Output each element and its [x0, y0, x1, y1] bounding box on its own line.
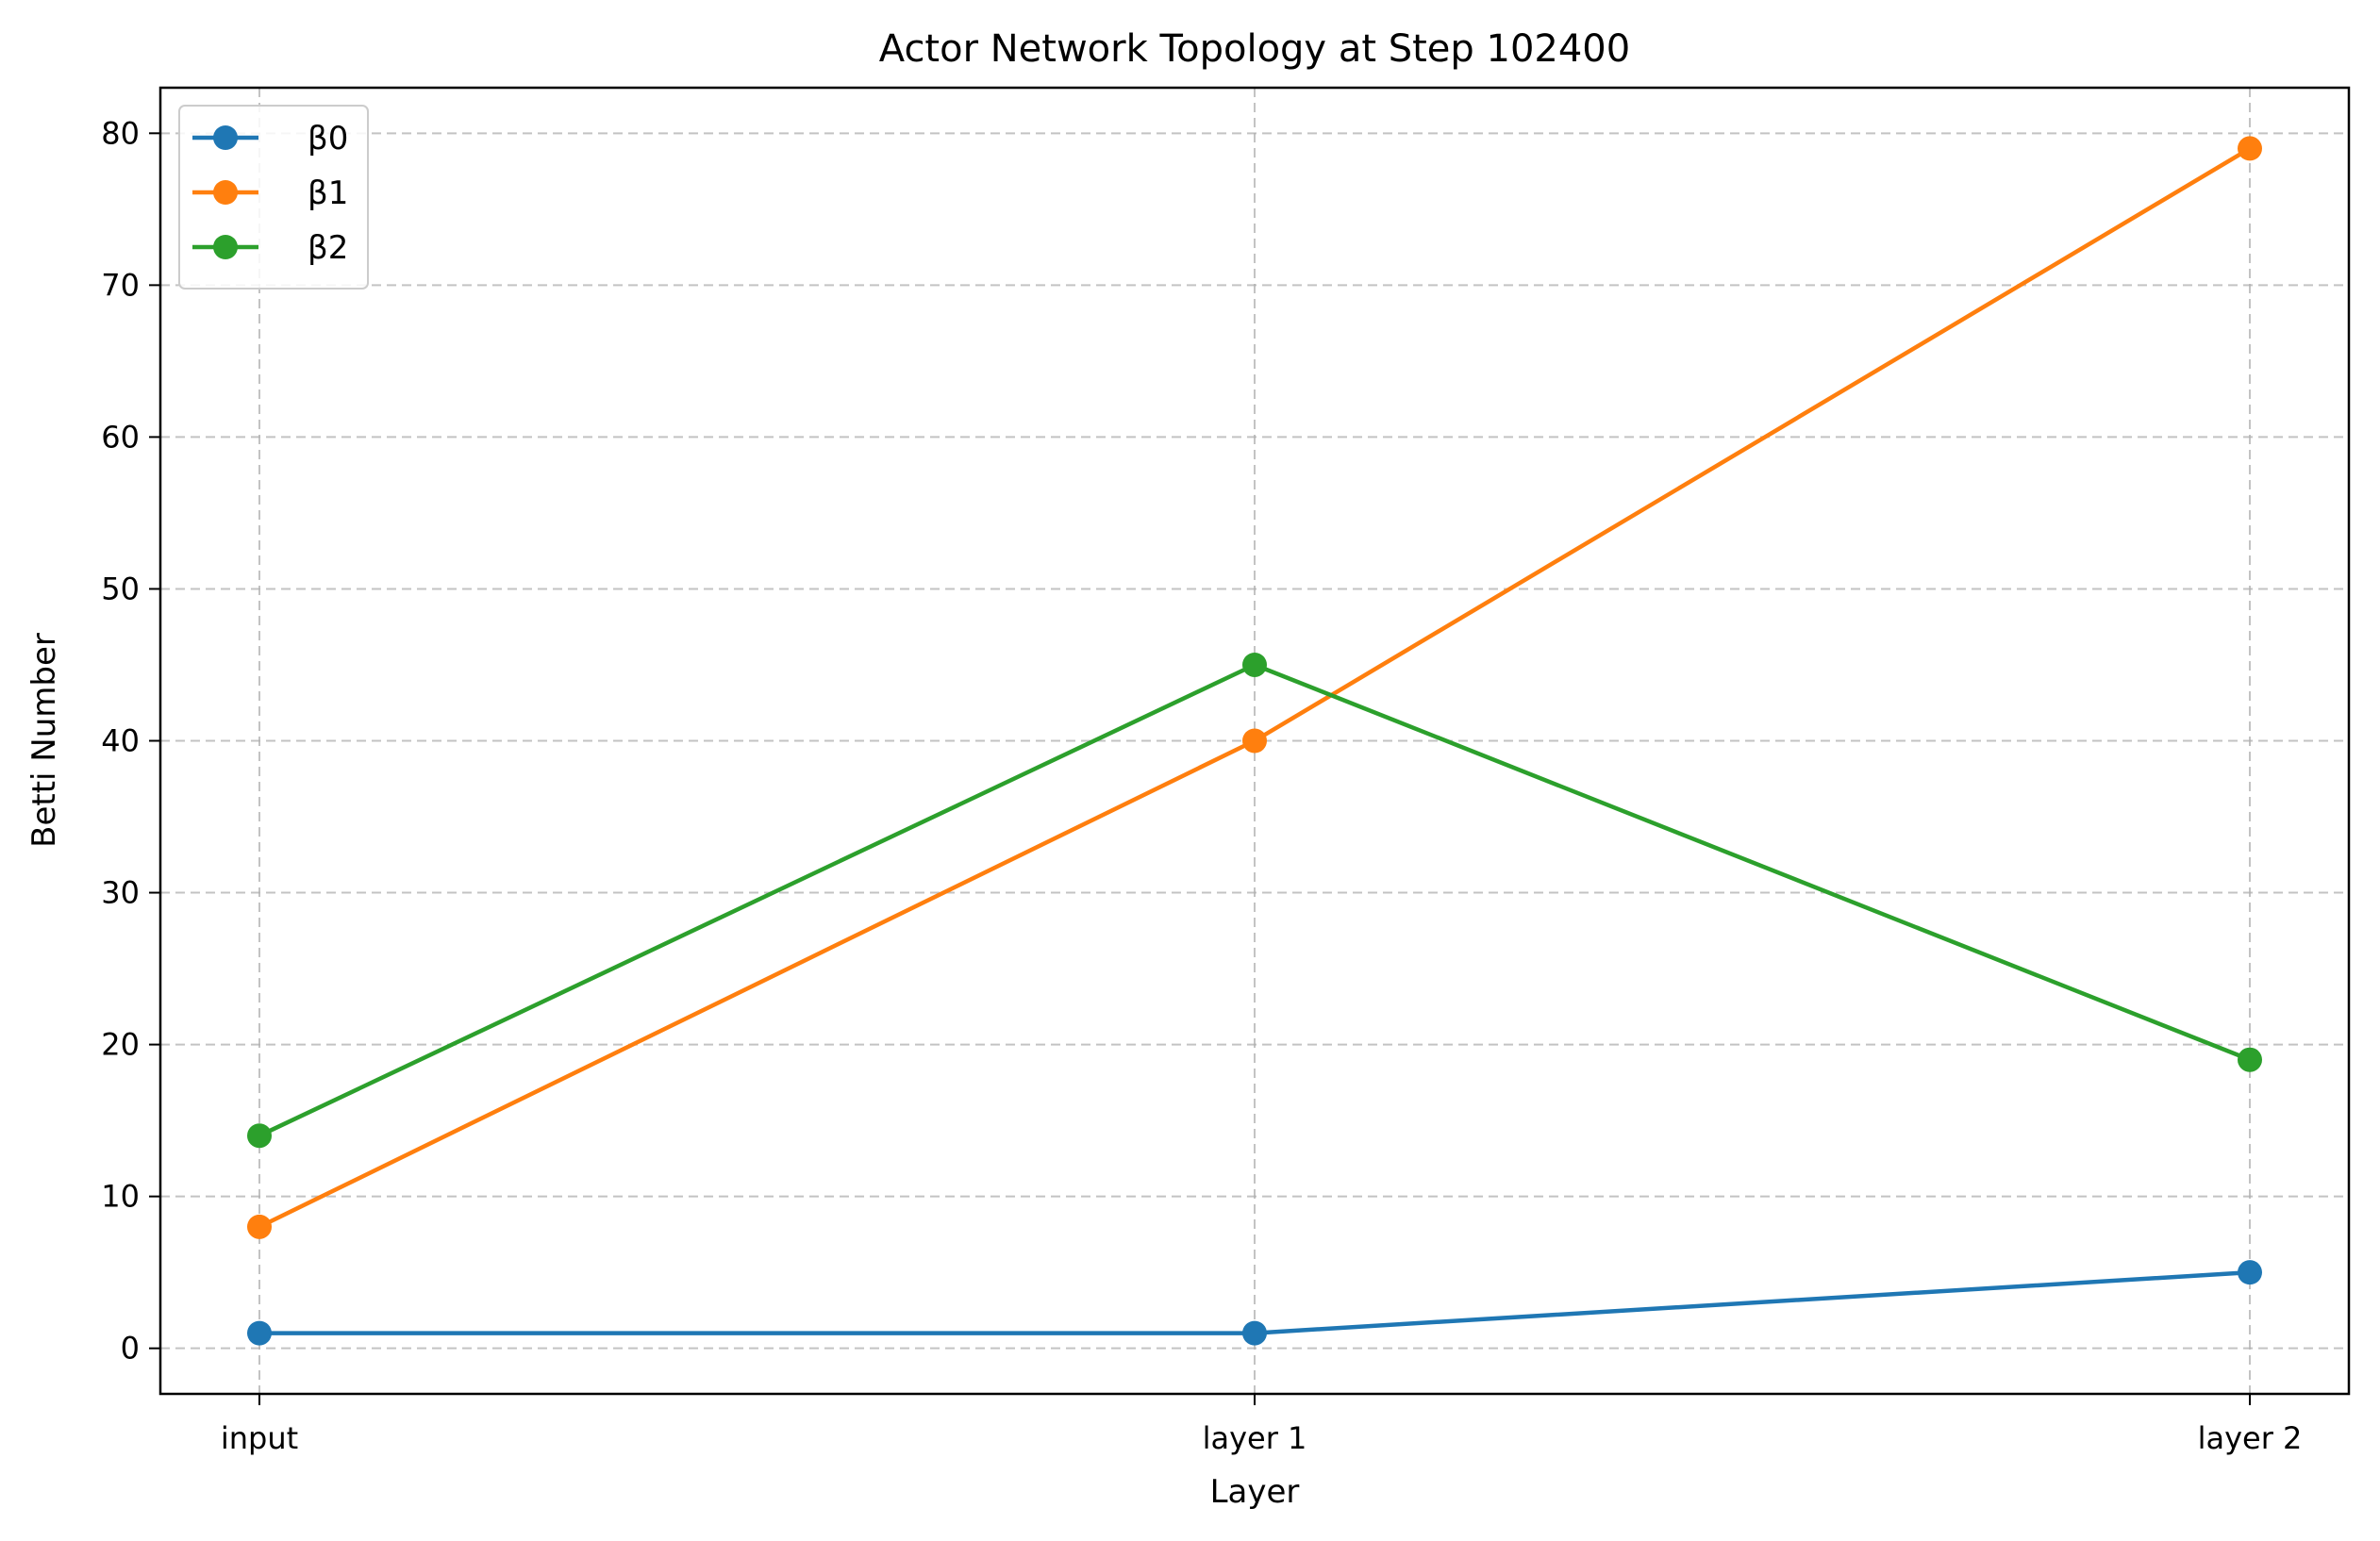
legend-item: β2 — [192, 229, 348, 267]
data-point — [247, 1214, 272, 1239]
y-axis-label: Betti Number — [25, 633, 63, 848]
y-tick-label: 60 — [101, 419, 140, 455]
series-2 — [247, 652, 2262, 1149]
y-tick-label: 10 — [101, 1179, 140, 1215]
legend: β0 β1 β2 — [178, 105, 369, 290]
x-axis-ticks: input layer 1 layer 2 — [221, 1394, 2303, 1456]
y-tick-label: 30 — [101, 875, 140, 911]
legend-label: β0 — [308, 120, 348, 157]
series-group — [247, 136, 2262, 1346]
y-tick-label: 80 — [101, 115, 140, 151]
data-point — [2238, 1047, 2262, 1072]
y-tick-label: 20 — [101, 1027, 140, 1063]
series-1 — [247, 136, 2262, 1239]
data-point — [1242, 728, 1267, 754]
x-tick-label: layer 1 — [1203, 1420, 1307, 1456]
y-axis-ticks: 0 10 20 30 40 50 60 70 80 — [101, 115, 160, 1367]
data-point — [2238, 136, 2262, 161]
data-point — [2238, 1260, 2262, 1285]
y-tick-label: 0 — [121, 1331, 140, 1367]
data-point — [1242, 1320, 1267, 1346]
x-tick-label: layer 2 — [2198, 1420, 2303, 1456]
legend-label: β2 — [308, 229, 348, 267]
legend-marker — [213, 235, 238, 259]
y-tick-label: 70 — [101, 267, 140, 303]
legend-label: β1 — [308, 174, 348, 212]
legend-marker — [213, 125, 238, 150]
legend-item: β0 — [192, 120, 348, 157]
legend-marker — [213, 180, 238, 205]
legend-item: β1 — [192, 174, 348, 212]
x-tick-label: input — [221, 1420, 298, 1456]
y-tick-label: 40 — [101, 723, 140, 759]
series-line — [256, 145, 2254, 1230]
data-point — [247, 1320, 272, 1346]
series-0 — [247, 1260, 2262, 1346]
y-tick-label: 50 — [101, 571, 140, 606]
data-point — [247, 1123, 272, 1149]
x-axis-label: Layer — [1210, 1473, 1300, 1511]
chart-title: Actor Network Topology at Step 102400 — [879, 27, 1630, 71]
data-point — [1242, 652, 1267, 677]
